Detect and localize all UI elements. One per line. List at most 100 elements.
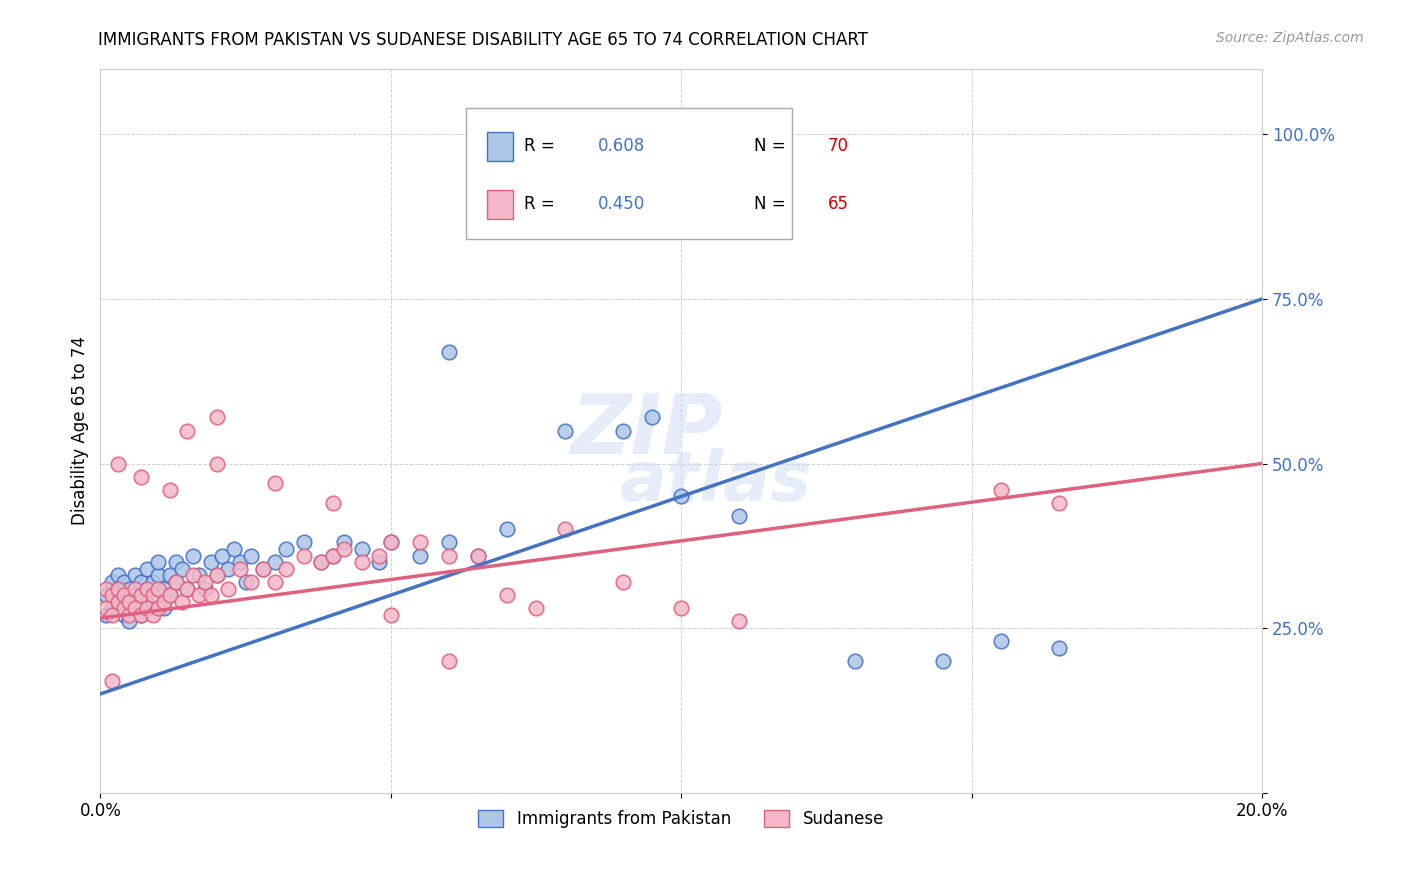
Point	[118, 595, 141, 609]
Point	[135, 601, 157, 615]
Point	[159, 588, 181, 602]
Point	[263, 555, 285, 569]
Point	[194, 582, 217, 596]
Point	[524, 601, 547, 615]
Text: N =: N =	[755, 195, 792, 213]
Text: 0.450: 0.450	[598, 195, 645, 213]
Point	[496, 588, 519, 602]
Point	[554, 424, 576, 438]
Point	[217, 562, 239, 576]
Point	[200, 555, 222, 569]
Bar	[488, 190, 513, 219]
Point	[380, 607, 402, 622]
Point	[96, 607, 118, 622]
Point	[112, 588, 135, 602]
Point	[148, 601, 170, 615]
Point	[252, 562, 274, 576]
Point	[135, 601, 157, 615]
Point	[240, 574, 263, 589]
Point	[148, 555, 170, 569]
Point	[669, 601, 692, 615]
Point	[990, 483, 1012, 497]
Point	[368, 549, 391, 563]
Point	[124, 601, 146, 615]
Point	[728, 615, 751, 629]
Point	[135, 562, 157, 576]
Point	[322, 496, 344, 510]
Point	[181, 568, 204, 582]
Point	[235, 574, 257, 589]
Point	[844, 654, 866, 668]
Point	[142, 574, 165, 589]
Point	[142, 607, 165, 622]
Text: IMMIGRANTS FROM PAKISTAN VS SUDANESE DISABILITY AGE 65 TO 74 CORRELATION CHART: IMMIGRANTS FROM PAKISTAN VS SUDANESE DIS…	[98, 31, 869, 49]
Point	[159, 568, 181, 582]
Point	[107, 595, 129, 609]
Point	[135, 582, 157, 596]
Text: ZIP: ZIP	[569, 390, 723, 471]
Point	[148, 582, 170, 596]
Point	[409, 549, 432, 563]
Point	[129, 607, 152, 622]
Point	[107, 568, 129, 582]
Point	[263, 574, 285, 589]
Point	[170, 562, 193, 576]
Bar	[488, 132, 513, 161]
Point	[205, 568, 228, 582]
Point	[159, 588, 181, 602]
Point	[612, 574, 634, 589]
Point	[211, 549, 233, 563]
Point	[101, 574, 124, 589]
Point	[107, 582, 129, 596]
Point	[112, 588, 135, 602]
Point	[176, 582, 198, 596]
Point	[118, 582, 141, 596]
Point	[165, 555, 187, 569]
Point	[142, 595, 165, 609]
Point	[176, 582, 198, 596]
Point	[990, 634, 1012, 648]
Point	[159, 483, 181, 497]
Point	[467, 549, 489, 563]
Point	[101, 607, 124, 622]
Point	[148, 568, 170, 582]
Point	[222, 542, 245, 557]
Point	[153, 595, 176, 609]
Point	[124, 582, 146, 596]
Point	[322, 549, 344, 563]
Point	[554, 522, 576, 536]
Point	[129, 588, 152, 602]
Point	[101, 588, 124, 602]
Point	[107, 582, 129, 596]
Point	[669, 490, 692, 504]
Point	[129, 469, 152, 483]
Point	[437, 535, 460, 549]
Point	[188, 568, 211, 582]
Point	[165, 574, 187, 589]
Legend: Immigrants from Pakistan, Sudanese: Immigrants from Pakistan, Sudanese	[472, 804, 890, 835]
Point	[350, 555, 373, 569]
Point	[118, 595, 141, 609]
Point	[176, 424, 198, 438]
Point	[467, 549, 489, 563]
Point	[437, 654, 460, 668]
Point	[380, 535, 402, 549]
Text: 0.608: 0.608	[598, 137, 645, 155]
Point	[124, 588, 146, 602]
Point	[368, 555, 391, 569]
Point	[205, 410, 228, 425]
Point	[124, 568, 146, 582]
Point	[142, 588, 165, 602]
Point	[96, 582, 118, 596]
Point	[129, 574, 152, 589]
Point	[409, 535, 432, 549]
Point	[612, 424, 634, 438]
Y-axis label: Disability Age 65 to 74: Disability Age 65 to 74	[72, 336, 89, 525]
Text: Source: ZipAtlas.com: Source: ZipAtlas.com	[1216, 31, 1364, 45]
Point	[194, 574, 217, 589]
Point	[229, 562, 252, 576]
Point	[1047, 640, 1070, 655]
Point	[309, 555, 332, 569]
Point	[129, 607, 152, 622]
Point	[276, 562, 298, 576]
